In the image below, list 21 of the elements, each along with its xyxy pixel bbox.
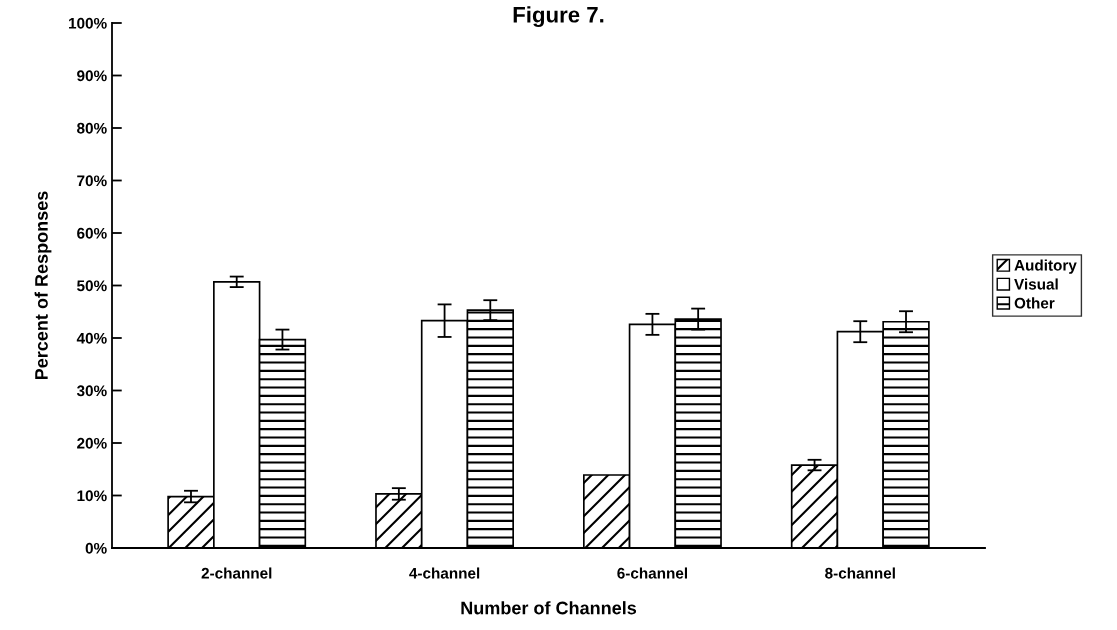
y-tick-label: 20%: [77, 437, 107, 449]
x-tick-label: 6-channel: [617, 567, 688, 579]
y-tick-label: 50%: [77, 280, 107, 292]
y-tick-label: 60%: [77, 227, 107, 239]
y-axis-title: Percent of Responses: [34, 191, 52, 380]
x-tick-label: 4-channel: [409, 567, 480, 579]
chart-title: Figure 7.: [513, 6, 604, 28]
legend-label: Other: [1014, 297, 1055, 309]
y-tick-label: 10%: [77, 490, 107, 502]
y-tick-label: 40%: [76, 332, 107, 344]
x-tick-label: 2-channel: [201, 567, 272, 579]
y-tick-label: 0%: [85, 542, 107, 554]
y-tick-label: 70%: [77, 175, 107, 187]
legend-label: Visual: [1014, 278, 1058, 290]
y-tick-label: 30%: [76, 385, 107, 397]
y-tick-label: 100%: [69, 17, 107, 29]
y-tick-label: 90%: [77, 70, 107, 82]
x-tick-label: 8-channel: [825, 567, 895, 579]
y-tick-label: 80%: [77, 122, 107, 134]
x-axis-title: Number of Channels: [461, 601, 637, 615]
legend-label: Auditory: [1014, 259, 1077, 274]
